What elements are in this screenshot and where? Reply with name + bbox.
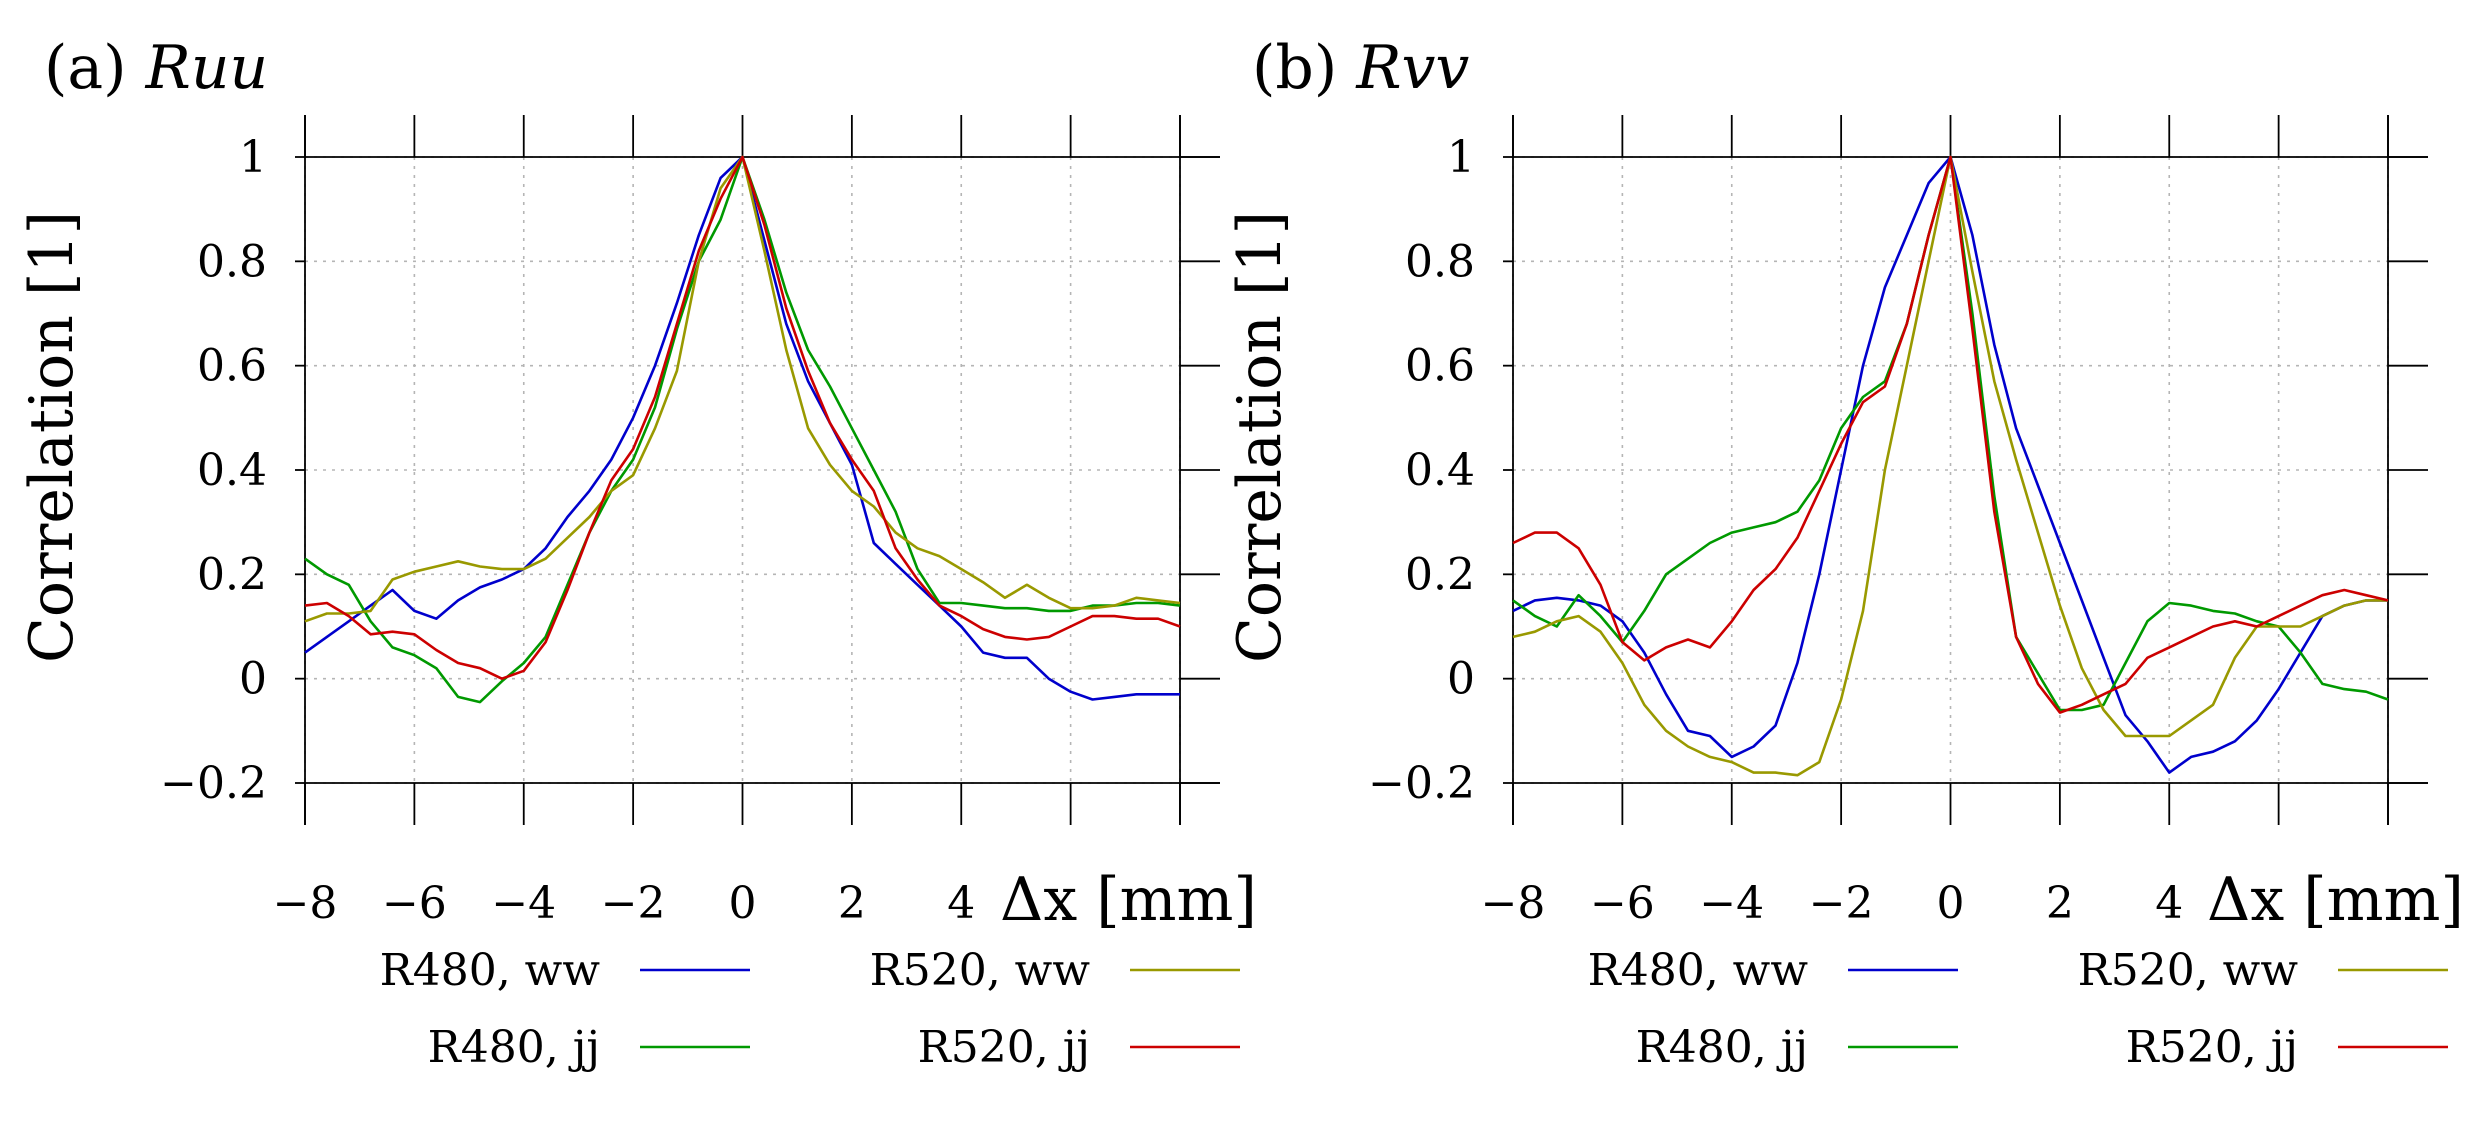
- axes: −0.2 0 0.2 0.4 0.6 0.8 1 −8 −6 −4 −2 0 2 4: [1368, 115, 2428, 929]
- x-tick-label: −4: [491, 878, 556, 929]
- legend-item: R480, jj: [1636, 1022, 1958, 1073]
- y-axis-label: Correlation [1]: [17, 211, 87, 663]
- series-line-r520-jj: [304, 155, 1181, 680]
- series-lines: [1512, 155, 2389, 777]
- series-line-r520-jj: [1512, 155, 2389, 714]
- series-line-r520-ww: [304, 155, 1181, 623]
- legend-label: R480, ww: [380, 945, 601, 996]
- x-tick-label: −8: [1481, 878, 1546, 929]
- legend-item: R520, jj: [918, 1022, 1240, 1073]
- x-tick-label: 0: [729, 878, 757, 929]
- legend-label: R520, jj: [918, 1022, 1090, 1073]
- x-tick-label: −6: [1590, 878, 1655, 929]
- x-tick-label: −6: [382, 878, 447, 929]
- y-tick-label: 0.2: [197, 549, 267, 600]
- legend-label: R520, jj: [2126, 1022, 2298, 1073]
- legend-label: R520, ww: [2078, 945, 2299, 996]
- y-tick-label: 0: [1447, 654, 1475, 705]
- panel-label-b: (b) Rvv: [1252, 33, 1469, 103]
- y-tick-label: −0.2: [1368, 758, 1475, 809]
- x-axis-label-text: Δx [mm]: [1000, 865, 1257, 935]
- legend-label: R480, jj: [428, 1022, 600, 1073]
- y-tick-label: 0.2: [1405, 549, 1475, 600]
- y-tick-label: 1: [1447, 132, 1475, 183]
- y-tick-label: 1: [239, 132, 267, 183]
- legend-item: R480, ww: [380, 945, 750, 996]
- y-tick-label: −0.2: [160, 758, 267, 809]
- legend-item: R480, jj: [428, 1022, 750, 1073]
- panel-label-a: (a) Ruu: [44, 33, 268, 103]
- y-axis-label: Correlation [1]: [1225, 211, 1295, 663]
- panel-ruu: (a) Ruu Correlation [1] Δx [mm] −0.2 0 0.2…: [17, 33, 1257, 1073]
- legend-item: R520, ww: [2078, 945, 2448, 996]
- y-tick-label: 0.6: [1405, 341, 1475, 392]
- x-tick-label: −2: [1809, 878, 1874, 929]
- x-axis-label: Δx [mm]: [1000, 865, 1257, 935]
- y-tick-label: 0.4: [1405, 445, 1475, 496]
- x-tick-label: 4: [2155, 878, 2183, 929]
- y-tick-label: 0.4: [197, 445, 267, 496]
- panel-title: Ruu: [145, 33, 268, 103]
- legend: R480, ww R480, jj R520, ww R520, jj: [1588, 945, 2448, 1073]
- panel-letter: (b): [1252, 33, 1337, 103]
- series-lines: [304, 155, 1181, 704]
- panel-letter: (a): [44, 33, 127, 103]
- legend: R480, ww R480, jj R520, ww R520, jj: [380, 945, 1240, 1073]
- x-tick-label: −2: [601, 878, 666, 929]
- y-tick-label: 0.8: [197, 236, 267, 287]
- x-tick-label: 2: [2046, 878, 2074, 929]
- legend-label: R480, ww: [1588, 945, 1809, 996]
- legend-item: R520, jj: [2126, 1022, 2448, 1073]
- x-tick-label: 2: [838, 878, 866, 929]
- x-tick-label: 4: [947, 878, 975, 929]
- x-tick-label: 0: [1937, 878, 1965, 929]
- grid: [304, 156, 1181, 784]
- legend-item: R520, ww: [870, 945, 1240, 996]
- x-tick-label: −4: [1699, 878, 1764, 929]
- x-tick-label: −8: [273, 878, 338, 929]
- y-tick-label: 0.6: [197, 341, 267, 392]
- x-axis-label: Δx [mm]: [2207, 865, 2464, 935]
- legend-label: R480, jj: [1636, 1022, 1808, 1073]
- panel-rvv: (b) Rvv Correlation [1] Δx [mm] −0.2 0 0.2…: [1225, 33, 2464, 1073]
- legend-label: R520, ww: [870, 945, 1091, 996]
- legend-item: R480, ww: [1588, 945, 1958, 996]
- panel-title: Rvv: [1355, 33, 1469, 103]
- x-axis-label-text: Δx [mm]: [2207, 865, 2464, 935]
- axes: −0.2 0 0.2 0.4 0.6 0.8 1 −8 −6 −4 −2 0 2 4: [160, 115, 1220, 929]
- grid: [1512, 156, 2389, 784]
- y-tick-label: 0: [239, 654, 267, 705]
- y-tick-label: 0.8: [1405, 236, 1475, 287]
